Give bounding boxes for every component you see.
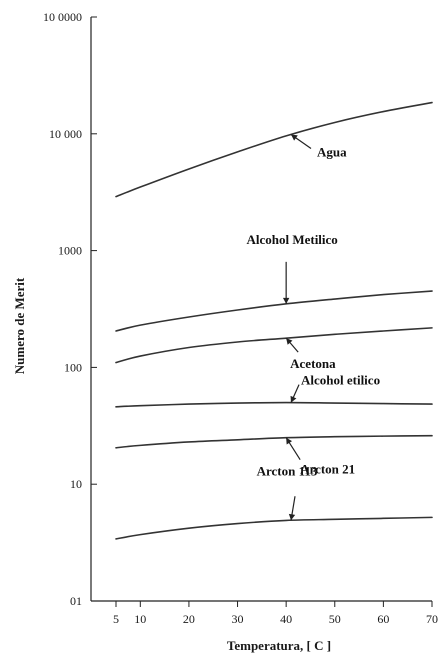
arrowhead-arcton-21 [286,437,293,445]
y-tick-label: 10 0000 [43,10,82,24]
arrowhead-arcton-113 [288,513,296,521]
x-axis-title: Temperatura, [ C ] [227,638,331,653]
y-tick-label: 10 000 [49,127,82,141]
series-label-alcohol-metilico: Alcohol Metilico [246,232,337,247]
x-tick-label: 30 [232,612,244,626]
series-label-agua: Agua [317,145,347,160]
labels-layer: Agua Alcohol Metilico Acetona Alcohol etili… [246,134,380,521]
x-tick-label: 10 [134,612,146,626]
arrowhead-alcohol-etilico [290,395,297,403]
series-label-arcton-113: Arcton 113 [257,463,318,478]
arrowhead-acetona [286,338,293,345]
series-label-arcton-21: Arcton 21 [300,462,355,477]
y-tick-label: 01 [70,594,82,608]
y-tick-label: 100 [64,360,82,374]
series-line-arcton-113 [115,516,433,540]
arrowhead-agua [291,134,298,141]
axes-layer: 01 10 100 1000 10 000 10 0000 5 10 20 30 40 50 60 70 [43,10,438,626]
series-line-arcton-21 [115,434,433,449]
arrowhead-alcohol-metilico [282,297,290,304]
series-line-acetona [115,327,433,364]
x-tick-label: 5 [113,612,119,626]
x-tick-label: 70 [426,612,438,626]
x-tick-label: 60 [377,612,389,626]
y-tick-label: 10 [70,477,82,491]
curves-layer [115,101,433,540]
x-tick-label: 40 [280,612,292,626]
series-label-acetona: Acetona [290,356,336,371]
series-label-alcohol-etilico: Alcohol etilico [301,373,380,388]
y-axis-title: Numero de Merit [12,277,27,374]
x-tick-label: 50 [329,612,341,626]
series-line-alcohol-etilico [115,401,433,408]
y-tick-label: 1000 [58,244,82,258]
series-line-alcohol-metilico [115,290,433,332]
x-tick-label: 20 [183,612,195,626]
series-line-agua [115,101,433,198]
